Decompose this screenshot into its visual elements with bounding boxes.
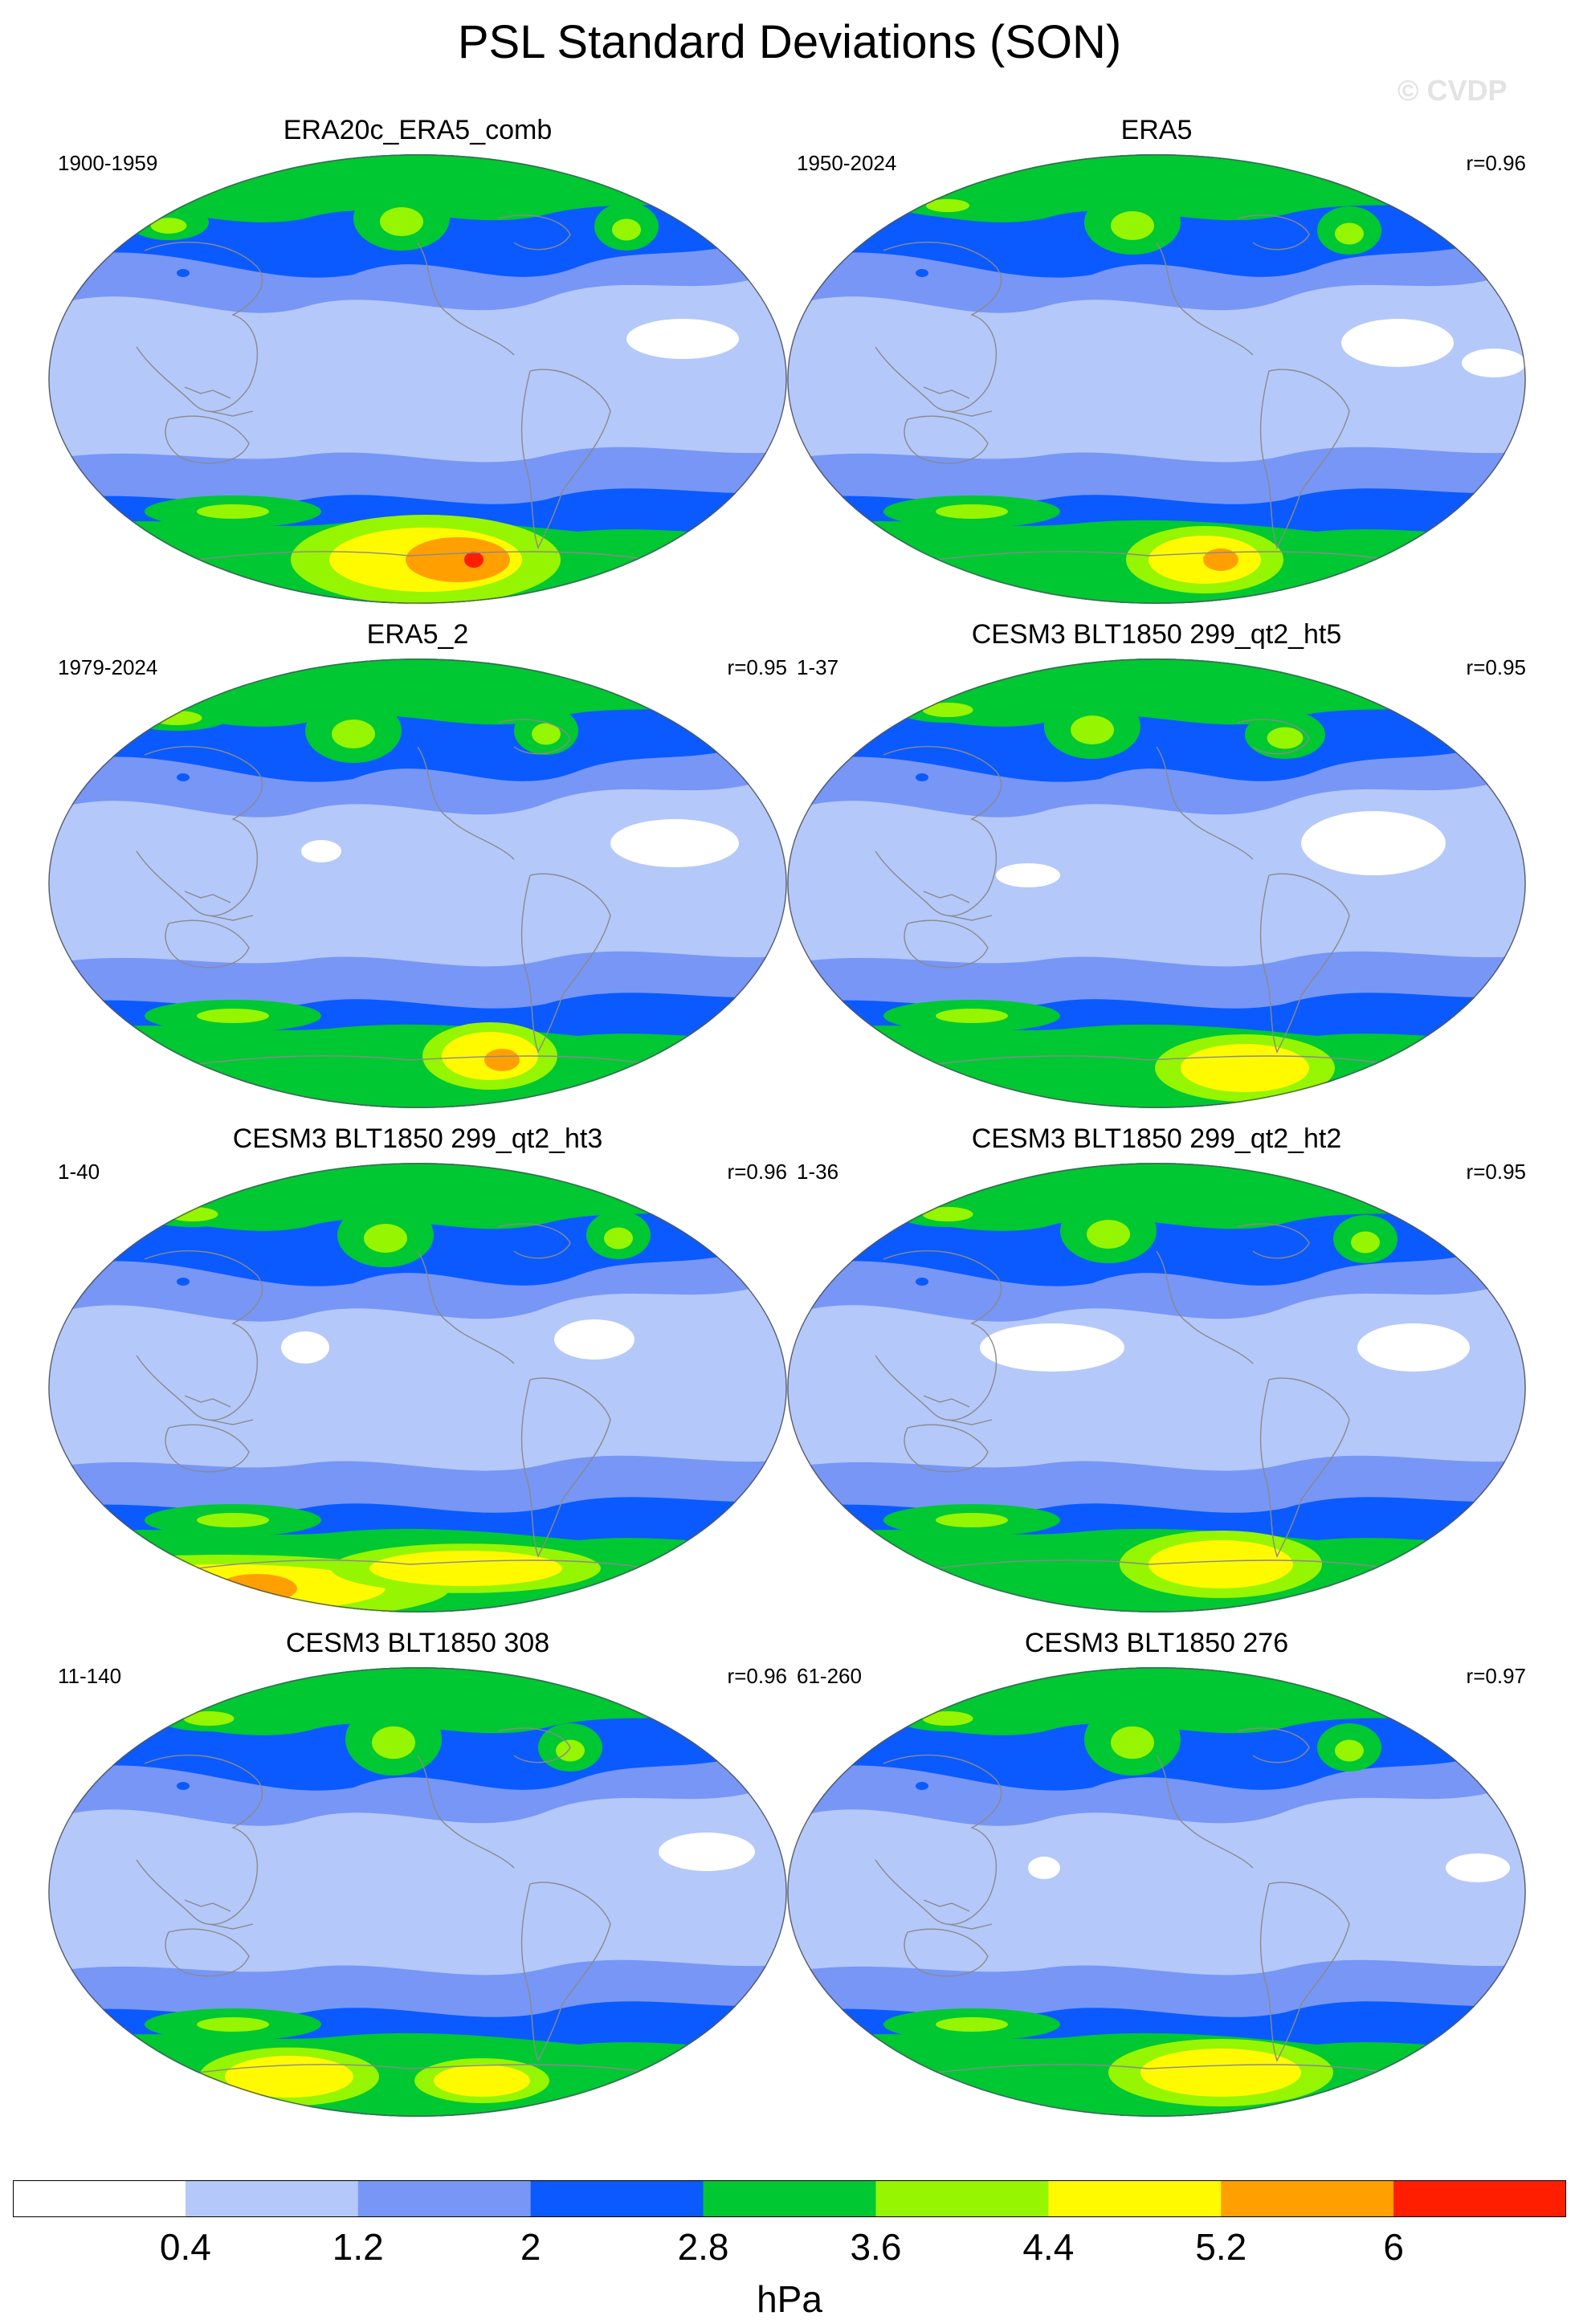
map-border: [787, 154, 1526, 604]
coastlines: [875, 1223, 1390, 1573]
panel-correlation: r=0.96: [727, 1160, 787, 1184]
map-panel-cesm3-ht3: CESM3 BLT1850 299_qt2_ht3 1-40 r=0.96: [48, 1123, 787, 1613]
panel-title: ERA5: [1120, 115, 1193, 145]
panel-period: 61-260: [797, 1664, 862, 1688]
colorbar-tick-label: 2.8: [677, 2226, 729, 2268]
colorbar-swatch: [1048, 2180, 1222, 2217]
panel-correlation: r=0.96: [727, 1664, 787, 1688]
panel-correlation: r=0.95: [727, 655, 787, 679]
panel-period: 1-40: [58, 1160, 100, 1184]
coastlines: [136, 1223, 651, 1573]
colorbar-swatch: [703, 2180, 876, 2217]
panel-period: 1950-2024: [797, 151, 897, 175]
map-panel-cesm3-276: CESM3 BLT1850 276 61-260 r=0.97: [787, 1627, 1526, 2117]
map-panel-cesm3-308: CESM3 BLT1850 308 11-140 r=0.96: [48, 1627, 787, 2117]
panel-title: CESM3 BLT1850 299_qt2_ht5: [971, 619, 1342, 650]
panel-correlation: r=0.95: [1466, 1160, 1526, 1184]
map-border: [48, 658, 787, 1108]
colorbar: [13, 2180, 1566, 2217]
field-shading: [48, 658, 787, 1108]
map-plot: [787, 154, 1526, 604]
colorbar-swatch: [1221, 2180, 1394, 2217]
colorbar-swatch: [875, 2180, 1049, 2217]
field-shading: [787, 154, 1526, 604]
coastlines: [875, 214, 1390, 565]
panel-title: CESM3 BLT1850 308: [285, 1628, 550, 1658]
panel-correlation: r=0.95: [1466, 655, 1526, 679]
map-panel-cesm3-ht5: CESM3 BLT1850 299_qt2_ht5 1-37 r=0.95: [787, 618, 1526, 1108]
map-border: [48, 1667, 787, 2117]
map-border: [48, 1163, 787, 1613]
colorbar-border: [13, 2180, 1566, 2217]
coastlines: [136, 719, 651, 1069]
colorbar-unit: hPa: [757, 2278, 822, 2320]
coastlines: [136, 1727, 651, 2077]
colorbar-swatch: [530, 2180, 704, 2217]
coastlines: [136, 214, 651, 565]
colorbar-tick-label: 0.4: [159, 2226, 211, 2268]
map-plot: [787, 658, 1526, 1108]
panel-title: ERA5_2: [366, 619, 469, 650]
panel-correlation: r=0.96: [1466, 151, 1526, 175]
colorbar-tick-label: 1.2: [332, 2226, 384, 2268]
panel-title: CESM3 BLT1850 276: [1024, 1628, 1289, 1658]
map-panel-era5: ERA5 1950-2024 r=0.96: [787, 114, 1526, 604]
map-plot: [787, 1667, 1526, 2117]
map-plot: [787, 1163, 1526, 1613]
map-plot: [48, 658, 787, 1108]
watermark: © CVDP: [1397, 74, 1508, 107]
panel-title: ERA20c_ERA5_comb: [283, 115, 553, 145]
colorbar-swatch: [357, 2180, 532, 2217]
colorbar-swatch: [185, 2180, 359, 2217]
colorbar-tick-label: 5.2: [1195, 2226, 1247, 2268]
colorbar-tick-label: 4.4: [1022, 2226, 1075, 2268]
map-panel-era5-2: ERA5_2 1979-2024 r=0.95: [48, 618, 787, 1108]
figure-title: PSL Standard Deviations (SON): [457, 16, 1122, 68]
panel-title: CESM3 BLT1850 299_qt2_ht3: [232, 1123, 603, 1154]
field-shading: [48, 1667, 787, 2117]
panel-title: CESM3 BLT1850 299_qt2_ht2: [971, 1123, 1342, 1154]
map-panel-cesm3-ht2: CESM3 BLT1850 299_qt2_ht2 1-36 r=0.95: [787, 1123, 1526, 1613]
field-shading: [787, 1163, 1526, 1613]
map-plot: [48, 154, 787, 604]
panel-period: 1-37: [797, 655, 839, 679]
colorbar-tick-label: 3.6: [850, 2226, 902, 2268]
map-border: [48, 154, 787, 604]
colorbar-swatch: [1393, 2180, 1566, 2217]
panel-period: 1900-1959: [58, 151, 158, 175]
field-shading: [48, 1163, 787, 1613]
coastlines: [875, 719, 1390, 1069]
colorbar-swatch: [13, 2180, 186, 2217]
map-border: [787, 658, 1526, 1108]
coastlines: [875, 1727, 1390, 2077]
map-border: [787, 1667, 1526, 2117]
map-panel-era20c-era5-comb: ERA20c_ERA5_comb 1900-1959: [48, 114, 787, 604]
map-border: [787, 1163, 1526, 1613]
colorbar-tick-label: 2: [520, 2226, 541, 2268]
panel-period: 11-140: [58, 1664, 122, 1688]
field-shading: [48, 154, 787, 604]
panel-period: 1-36: [797, 1160, 839, 1184]
map-plot: [48, 1163, 787, 1613]
panel-correlation: r=0.97: [1466, 1664, 1526, 1688]
map-plot: [48, 1667, 787, 2117]
panel-period: 1979-2024: [58, 655, 158, 679]
field-shading: [787, 1667, 1526, 2117]
field-shading: [787, 658, 1526, 1108]
colorbar-tick-label: 6: [1383, 2226, 1404, 2268]
